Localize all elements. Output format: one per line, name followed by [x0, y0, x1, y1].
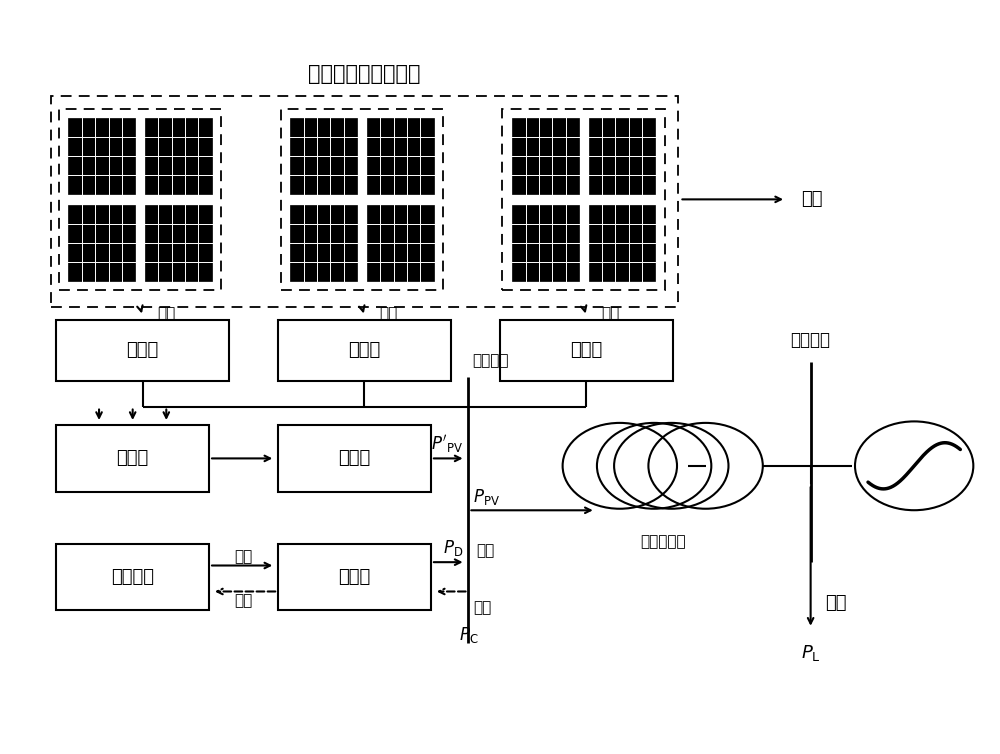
Text: 储能: 储能: [473, 600, 492, 615]
Bar: [500, 320, 673, 381]
Bar: [512, 118, 579, 194]
Text: $P_{\rm PV}$: $P_{\rm PV}$: [473, 486, 500, 507]
Bar: [68, 205, 135, 281]
Text: 升压变压器: 升压变压器: [640, 535, 686, 550]
Text: 发电: 发电: [379, 306, 397, 321]
Bar: [502, 109, 665, 290]
Text: $P_{\rm L}$: $P_{\rm L}$: [801, 643, 821, 664]
Bar: [51, 96, 678, 307]
Text: 储能: 储能: [234, 593, 253, 608]
Bar: [145, 205, 212, 281]
Text: 发电: 发电: [601, 306, 619, 321]
Text: $P_{\rm D}$: $P_{\rm D}$: [443, 538, 464, 559]
Bar: [59, 109, 221, 290]
Text: 变流器: 变流器: [338, 568, 371, 586]
Text: 低压母线: 低压母线: [472, 353, 509, 368]
Text: 直流柜: 直流柜: [117, 449, 149, 467]
Text: $P_{\rm C}$: $P_{\rm C}$: [459, 625, 478, 645]
Bar: [281, 109, 443, 290]
Text: 高压母线: 高压母线: [791, 331, 831, 349]
Bar: [512, 205, 579, 281]
Bar: [290, 205, 357, 281]
Bar: [278, 544, 431, 610]
Bar: [290, 118, 357, 194]
Bar: [589, 118, 655, 194]
Text: 逆变器: 逆变器: [338, 449, 371, 467]
Text: 汇流箱: 汇流箱: [126, 342, 159, 360]
Bar: [589, 205, 655, 281]
Bar: [68, 118, 135, 194]
Text: 高比例光伏发电阵列: 高比例光伏发电阵列: [308, 63, 421, 84]
Text: 汇流箱: 汇流箱: [570, 342, 602, 360]
Bar: [56, 544, 209, 610]
Text: 汇流箱: 汇流箱: [348, 342, 381, 360]
Text: 放电: 放电: [476, 544, 495, 559]
Bar: [56, 320, 229, 381]
Text: 储能单元: 储能单元: [111, 568, 154, 586]
Bar: [367, 118, 434, 194]
Text: 弃光: 弃光: [801, 190, 822, 208]
Text: 放电: 放电: [234, 549, 253, 564]
Bar: [367, 205, 434, 281]
Text: 电网: 电网: [825, 593, 847, 611]
Bar: [56, 425, 209, 492]
Bar: [278, 425, 431, 492]
Bar: [278, 320, 451, 381]
Text: $P'_{\rm PV}$: $P'_{\rm PV}$: [431, 433, 464, 455]
Text: 发电: 发电: [157, 306, 176, 321]
Bar: [145, 118, 212, 194]
